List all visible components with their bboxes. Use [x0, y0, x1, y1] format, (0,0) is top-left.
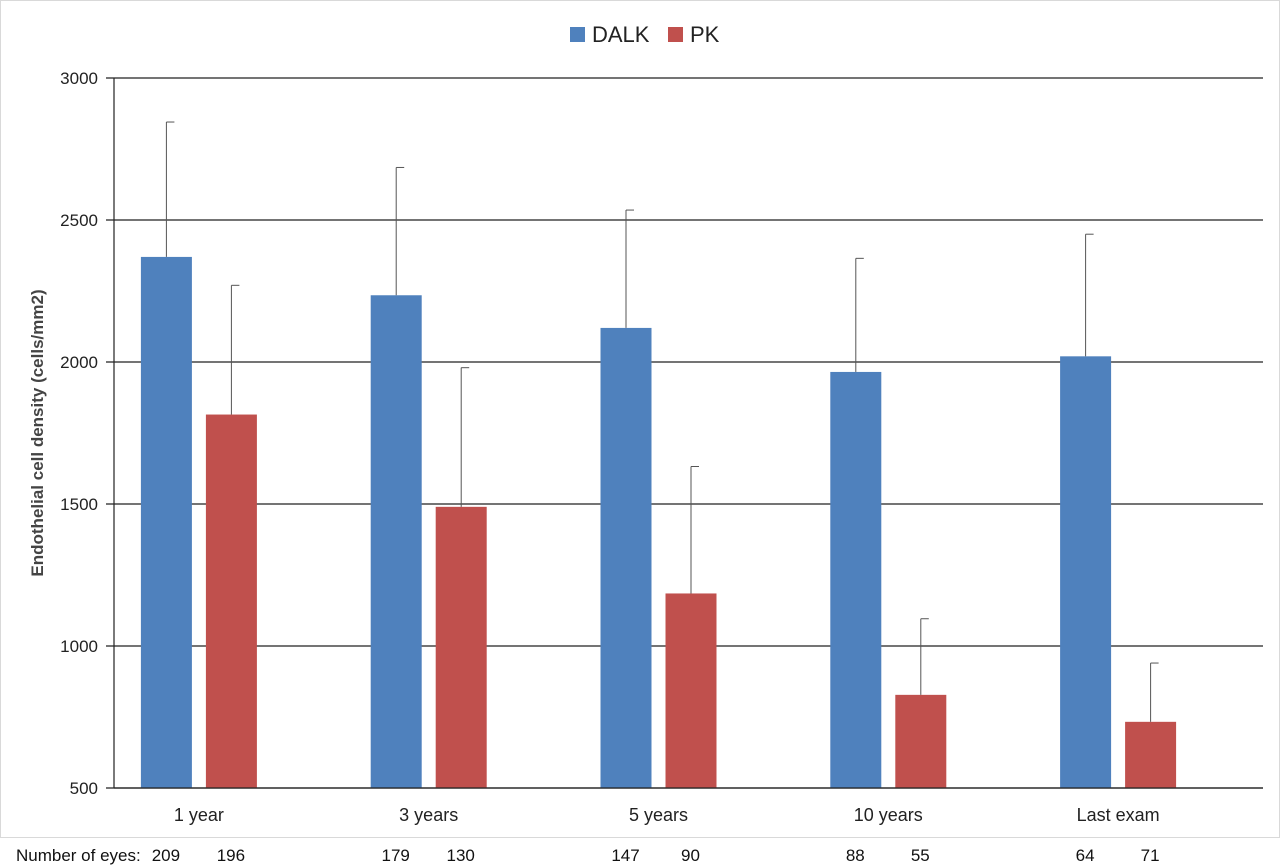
legend-label-pk: PK	[690, 22, 720, 47]
eyes-count-row: Number of eyes: 209 196 179 130 147 90 88 55 64 71	[0, 838, 1280, 867]
y-tick-label: 2000	[60, 353, 98, 372]
x-category-label: 10 years	[854, 805, 923, 825]
bar-dalk	[830, 371, 882, 788]
legend-swatch-dalk	[570, 27, 585, 42]
bar-dalk	[1060, 356, 1112, 788]
bar-pk	[895, 694, 947, 788]
bar-dalk	[600, 327, 652, 788]
eyes-count-pk: 130	[447, 846, 475, 865]
y-tick-label: 3000	[60, 69, 98, 88]
legend-swatch-pk	[668, 27, 683, 42]
eyes-count-dalk: 88	[846, 846, 865, 865]
y-tick-label: 2500	[60, 211, 98, 230]
y-tick-label: 1500	[60, 495, 98, 514]
eyes-count-dalk: 64	[1076, 846, 1095, 865]
eyes-row-label: Number of eyes:	[16, 846, 141, 865]
y-axis-title: Endothelial cell density (cells/mm2)	[28, 289, 47, 576]
x-category-label: 3 years	[399, 805, 458, 825]
eyes-count-pk: 90	[681, 846, 700, 865]
eyes-count-svg: Number of eyes: 209 196 179 130 147 90 88 55 64 71	[16, 846, 1160, 865]
eyes-count-pk: 196	[217, 846, 245, 865]
legend-label-dalk: DALK	[592, 22, 650, 47]
bar-pk	[665, 593, 717, 788]
bar-pk	[1125, 721, 1177, 788]
eyes-count-pk: 71	[1141, 846, 1160, 865]
x-category-label: 1 year	[174, 805, 224, 825]
x-category-label: 5 years	[629, 805, 688, 825]
eyes-count-dalk: 147	[611, 846, 639, 865]
eyes-count-dalk: 209	[152, 846, 180, 865]
y-tick-label: 500	[70, 779, 98, 798]
bar-chart-svg: 500 1000 1500 2000 2500 3000 Endothelial cell …	[28, 22, 1263, 825]
bar-dalk	[370, 295, 422, 788]
bar-dalk	[140, 256, 192, 788]
eyes-count-pk: 55	[911, 846, 930, 865]
x-category-label: Last exam	[1077, 805, 1160, 825]
legend: DALK PK	[570, 22, 720, 47]
y-tick-label: 1000	[60, 637, 98, 656]
eyes-count-dalk: 179	[382, 846, 410, 865]
bar-pk	[205, 414, 257, 788]
bar-pk	[435, 506, 487, 788]
chart: 500 1000 1500 2000 2500 3000 Endothelial cell …	[0, 0, 1280, 838]
